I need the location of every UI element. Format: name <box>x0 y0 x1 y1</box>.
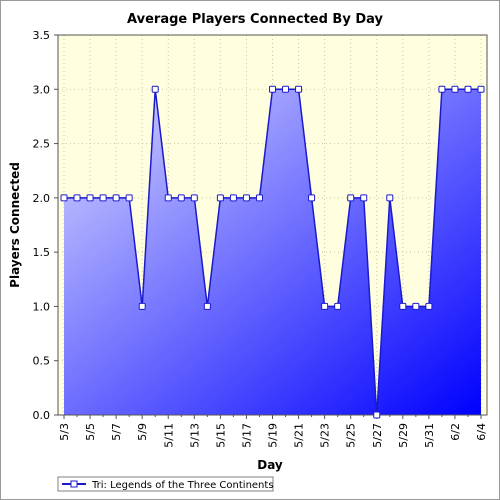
data-point-marker <box>164 194 172 202</box>
y-axis-ticks: 0.0 0.5 1.0 1.5 2.0 2.5 3.0 3.5 <box>33 29 58 422</box>
data-point-marker <box>412 302 420 310</box>
y-tick-label: 3.5 <box>33 29 51 42</box>
data-point-marker <box>295 85 303 93</box>
data-point-marker <box>60 194 68 202</box>
y-tick-label: 0.5 <box>33 355 51 368</box>
data-point-marker <box>73 194 81 202</box>
data-point-marker <box>203 302 211 310</box>
x-tick-label: 5/9 <box>136 423 149 441</box>
x-tick-label: 5/5 <box>84 423 97 441</box>
x-tick-label: 5/25 <box>345 423 358 448</box>
legend-swatch-marker <box>70 480 78 488</box>
x-axis-ticks: 5/3 5/5 5/7 5/9 5/11 5/13 5/15 5/17 5/19 5/21 5/23… <box>58 415 488 448</box>
data-point-marker <box>255 194 263 202</box>
data-point-marker <box>177 194 185 202</box>
series-area-fill <box>64 89 481 415</box>
data-point-marker <box>190 194 198 202</box>
x-tick-label: 5/11 <box>162 423 175 448</box>
y-axis-label: Players Connected <box>8 162 22 288</box>
data-point-marker <box>425 302 433 310</box>
series-markers <box>60 85 485 419</box>
data-point-marker <box>360 194 368 202</box>
data-point-marker <box>112 194 120 202</box>
x-axis-label: Day <box>257 458 283 472</box>
y-tick-label: 1.5 <box>33 246 51 259</box>
y-tick-label: 3.0 <box>33 83 51 96</box>
x-tick-label: 5/19 <box>267 423 280 448</box>
data-point-marker <box>399 302 407 310</box>
y-tick-label: 2.5 <box>33 138 51 151</box>
x-tick-label: 5/15 <box>214 423 227 448</box>
x-tick-label: 5/21 <box>293 423 306 448</box>
x-tick-label: 5/27 <box>371 423 384 448</box>
data-point-marker <box>216 194 224 202</box>
data-point-marker <box>242 194 250 202</box>
data-point-marker <box>86 194 94 202</box>
data-point-marker <box>451 85 459 93</box>
data-point-marker <box>477 85 485 93</box>
data-point-marker <box>99 194 107 202</box>
data-point-marker <box>269 85 276 93</box>
data-point-marker <box>334 302 342 310</box>
data-point-marker <box>125 194 133 202</box>
data-point-marker <box>151 85 159 93</box>
y-tick-label: 2.0 <box>33 192 51 205</box>
data-point-marker <box>282 85 290 93</box>
data-point-marker <box>229 194 237 202</box>
data-point-marker <box>373 411 381 419</box>
y-tick-label: 1.0 <box>33 300 51 313</box>
legend-entry-label: Tri: Legends of the Three Continents <box>91 480 274 491</box>
data-point-marker <box>321 302 329 310</box>
x-tick-label: 5/3 <box>58 423 71 441</box>
legend: Tri: Legends of the Three Continents <box>57 476 274 492</box>
legend-box <box>57 476 274 492</box>
y-tick-label: 0.0 <box>33 409 51 422</box>
data-point-marker <box>464 85 472 93</box>
x-tick-label: 5/17 <box>240 423 253 448</box>
x-tick-label: 5/23 <box>319 423 332 448</box>
data-point-marker <box>438 85 446 93</box>
x-tick-label: 5/29 <box>397 423 410 448</box>
data-point-marker <box>138 302 146 310</box>
x-tick-label: 5/31 <box>423 423 436 448</box>
x-tick-label: 5/13 <box>188 423 201 448</box>
data-point-marker <box>386 194 394 202</box>
x-tick-label: 6/2 <box>449 423 462 441</box>
x-tick-label: 6/4 <box>475 423 488 441</box>
chart-title: Average Players Connected By Day <box>127 12 383 27</box>
data-point-marker <box>308 194 316 202</box>
data-point-marker <box>347 194 355 202</box>
x-tick-label: 5/7 <box>110 423 123 441</box>
